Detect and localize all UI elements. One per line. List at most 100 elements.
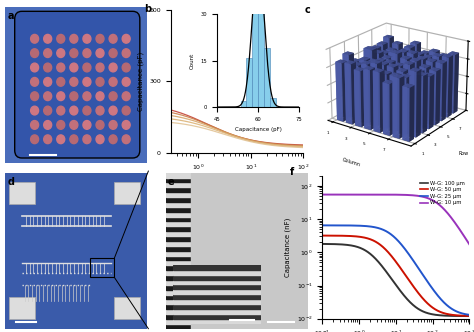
Bar bbox=[9, 297, 35, 319]
Circle shape bbox=[31, 77, 38, 86]
Circle shape bbox=[31, 135, 38, 144]
Circle shape bbox=[96, 92, 104, 101]
Bar bbox=[166, 182, 191, 187]
Circle shape bbox=[109, 49, 117, 57]
Bar bbox=[166, 221, 191, 226]
Circle shape bbox=[96, 63, 104, 72]
Bar bbox=[166, 314, 191, 319]
Circle shape bbox=[96, 49, 104, 57]
Circle shape bbox=[70, 92, 78, 101]
Bar bbox=[166, 260, 191, 265]
Bar bbox=[166, 290, 191, 294]
Bar bbox=[166, 207, 191, 212]
Bar bbox=[166, 324, 191, 329]
Circle shape bbox=[96, 77, 104, 86]
Circle shape bbox=[44, 35, 52, 43]
Legend: W-G: 100 μm, W-G: 50 μm, W-G: 25 μm, W-G: 10 μm: W-G: 100 μm, W-G: 50 μm, W-G: 25 μm, W-G… bbox=[418, 179, 466, 208]
Bar bbox=[166, 236, 191, 241]
Bar bbox=[166, 309, 191, 314]
Circle shape bbox=[109, 121, 117, 129]
Circle shape bbox=[109, 106, 117, 115]
Bar bbox=[90, 258, 114, 277]
Circle shape bbox=[44, 63, 52, 72]
Bar bbox=[166, 241, 191, 246]
Bar bbox=[166, 285, 191, 290]
Bar bbox=[166, 265, 191, 270]
Y-axis label: Capacitance (pF): Capacitance (pF) bbox=[137, 52, 144, 111]
Circle shape bbox=[96, 135, 104, 144]
Bar bbox=[166, 256, 191, 260]
Text: d: d bbox=[8, 177, 15, 187]
Circle shape bbox=[83, 121, 91, 129]
Circle shape bbox=[70, 135, 78, 144]
Circle shape bbox=[83, 63, 91, 72]
Circle shape bbox=[44, 106, 52, 115]
Circle shape bbox=[57, 135, 65, 144]
Bar bbox=[166, 294, 191, 299]
Circle shape bbox=[109, 63, 117, 72]
Text: f: f bbox=[290, 167, 294, 177]
Circle shape bbox=[122, 92, 130, 101]
Circle shape bbox=[70, 49, 78, 57]
Circle shape bbox=[122, 106, 130, 115]
Circle shape bbox=[109, 92, 117, 101]
Circle shape bbox=[31, 92, 38, 101]
Text: c: c bbox=[305, 5, 311, 15]
Circle shape bbox=[109, 35, 117, 43]
Bar bbox=[166, 270, 191, 275]
Circle shape bbox=[57, 35, 65, 43]
Circle shape bbox=[57, 49, 65, 57]
Circle shape bbox=[83, 35, 91, 43]
Circle shape bbox=[31, 106, 38, 115]
Text: a: a bbox=[8, 11, 14, 21]
Circle shape bbox=[122, 77, 130, 86]
Circle shape bbox=[31, 35, 38, 43]
Bar bbox=[166, 197, 191, 202]
Bar bbox=[114, 297, 140, 319]
Circle shape bbox=[57, 121, 65, 129]
Bar bbox=[166, 319, 191, 324]
Bar bbox=[166, 304, 191, 309]
Circle shape bbox=[70, 63, 78, 72]
Circle shape bbox=[83, 92, 91, 101]
Bar bbox=[166, 212, 191, 216]
Circle shape bbox=[44, 135, 52, 144]
Circle shape bbox=[57, 92, 65, 101]
Bar bbox=[166, 173, 191, 178]
Bar bbox=[114, 182, 140, 204]
Circle shape bbox=[44, 49, 52, 57]
Bar bbox=[166, 202, 191, 207]
Circle shape bbox=[122, 121, 130, 129]
Circle shape bbox=[83, 77, 91, 86]
Bar bbox=[166, 280, 191, 285]
Bar bbox=[191, 173, 308, 329]
Circle shape bbox=[83, 49, 91, 57]
Bar bbox=[166, 226, 191, 231]
Y-axis label: Capacitance (nF): Capacitance (nF) bbox=[284, 218, 291, 277]
Circle shape bbox=[96, 106, 104, 115]
Bar bbox=[9, 182, 35, 204]
Y-axis label: Row: Row bbox=[458, 151, 468, 156]
Circle shape bbox=[122, 63, 130, 72]
Circle shape bbox=[31, 49, 38, 57]
FancyBboxPatch shape bbox=[15, 11, 140, 158]
Bar bbox=[166, 246, 191, 251]
Circle shape bbox=[57, 77, 65, 86]
Circle shape bbox=[70, 77, 78, 86]
Circle shape bbox=[57, 106, 65, 115]
Bar bbox=[166, 216, 191, 221]
Circle shape bbox=[122, 135, 130, 144]
Circle shape bbox=[83, 106, 91, 115]
Bar bbox=[166, 299, 191, 304]
Circle shape bbox=[44, 92, 52, 101]
Circle shape bbox=[44, 121, 52, 129]
Circle shape bbox=[70, 121, 78, 129]
Bar bbox=[166, 231, 191, 236]
Circle shape bbox=[31, 63, 38, 72]
Circle shape bbox=[96, 121, 104, 129]
Circle shape bbox=[70, 106, 78, 115]
Circle shape bbox=[57, 63, 65, 72]
Circle shape bbox=[122, 35, 130, 43]
Bar bbox=[166, 192, 191, 197]
Circle shape bbox=[70, 35, 78, 43]
